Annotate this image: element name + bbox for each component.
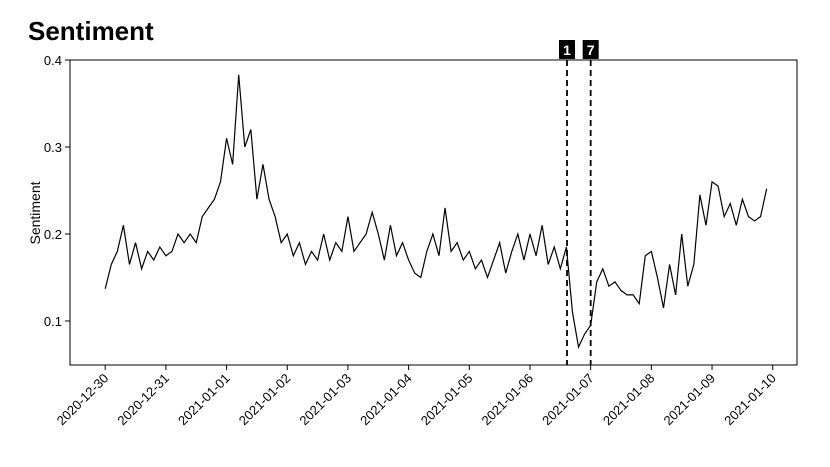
x-tick-label: 2021-01-03 [296,371,354,429]
y-tick-label: 0.3 [44,140,62,155]
x-tick-label: 2020-12-31 [114,371,172,429]
y-tick-label: 0.1 [44,314,62,329]
event-label: 7 [587,42,595,58]
x-tick-label: 2021-01-06 [478,371,536,429]
event-label-box [559,40,576,59]
y-tick-label: 0.2 [44,227,62,242]
x-tick-label: 2021-01-05 [418,371,476,429]
x-tick-label: 2021-01-01 [175,371,233,429]
x-tick-label: 2021-01-08 [600,371,658,429]
x-tick-label: 2021-01-10 [721,371,779,429]
y-tick-label: 0.4 [44,53,62,68]
event-label: 1 [563,42,571,58]
x-tick-label: 2020-12-30 [54,371,112,429]
chart-title: Sentiment [28,16,154,46]
series-line [104,74,768,350]
x-tick-label: 2021-01-09 [661,371,719,429]
y-axis-label: Sentiment [27,181,43,244]
event-label-box [582,40,599,59]
x-tick-label: 2021-01-04 [357,371,415,429]
plot-frame [69,59,798,366]
x-tick-label: 2021-01-02 [236,371,294,429]
x-tick-label: 2021-01-07 [539,371,597,429]
